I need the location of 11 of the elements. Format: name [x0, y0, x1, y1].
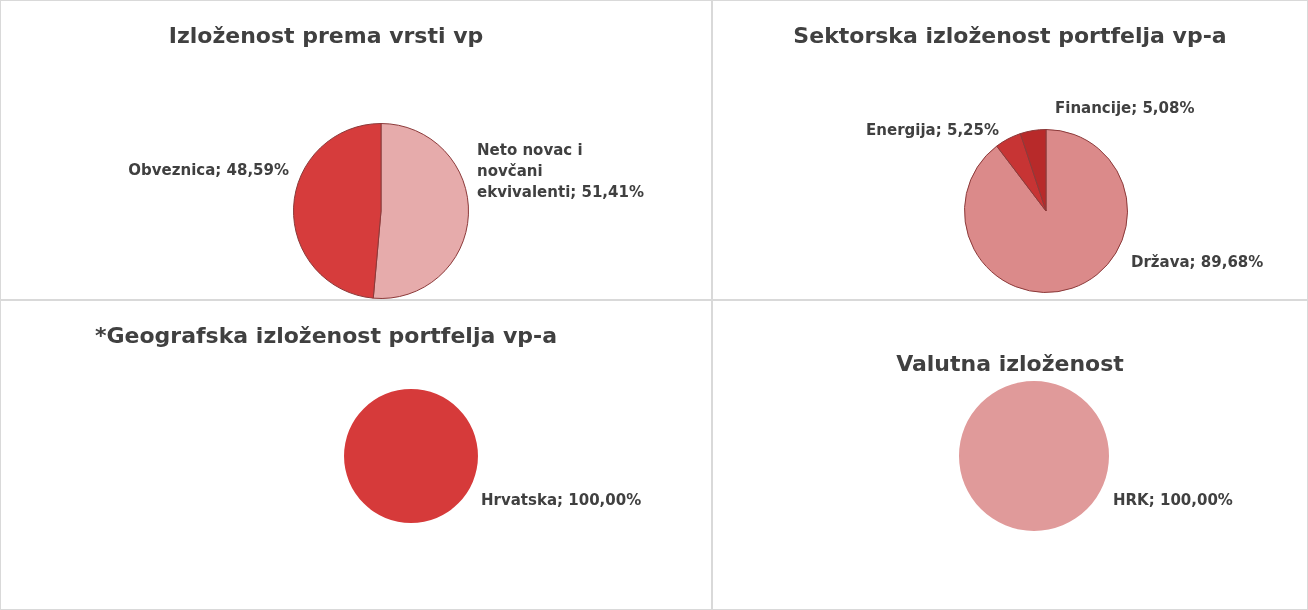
- chart-title: Sektorska izloženost portfelja vp-a: [792, 23, 1228, 48]
- chart-title: Izloženost prema vrsti vp: [167, 23, 485, 48]
- chart-title: Valutna izloženost: [895, 351, 1125, 376]
- slice-label: Država; 89,68%: [1131, 252, 1264, 271]
- chart-title: *Geografska izloženost portfelja vp-a: [94, 323, 558, 348]
- slice-label: Obveznica; 48,59%: [128, 160, 289, 179]
- slice-label: Energija; 5,25%: [866, 120, 999, 139]
- slice-label: Neto novac i novčani ekvivalenti; 51,41%: [477, 140, 644, 201]
- slice-label: HRK; 100,00%: [1113, 490, 1233, 509]
- slice-label: Hrvatska; 100,00%: [481, 490, 642, 509]
- slice-label: Financije; 5,08%: [1055, 98, 1195, 117]
